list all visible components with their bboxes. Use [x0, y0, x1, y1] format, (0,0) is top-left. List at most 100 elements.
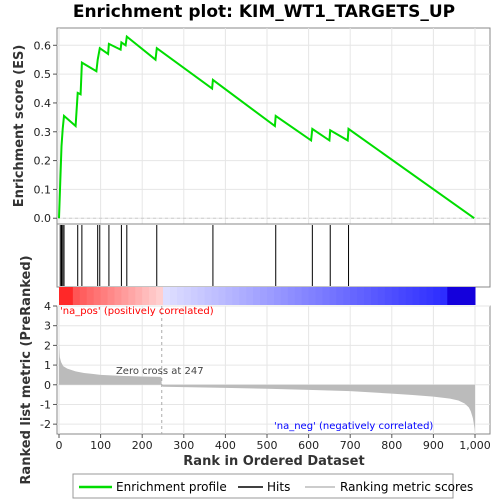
color-bar-segment: [301, 287, 310, 305]
metric-tick-label: 1: [44, 359, 51, 372]
pos-correlated-label: 'na_pos' (positively correlated): [60, 306, 214, 317]
color-bar-segment: [322, 287, 330, 305]
es-tick-label: 0.5: [34, 68, 52, 81]
color-bar-segment: [329, 287, 337, 305]
color-bar-segment: [391, 287, 400, 305]
color-bar-segment: [79, 287, 88, 305]
x-tick-label: 500: [257, 439, 278, 452]
x-tick-label: 600: [298, 439, 319, 452]
color-bar-segment: [100, 287, 109, 305]
es-tick-label: 0.3: [34, 126, 52, 139]
chart-title: Enrichment plot: KIM_WT1_TARGETS_UP: [73, 2, 455, 22]
color-bar-segment: [343, 287, 351, 305]
metric-tick-label: 2: [44, 339, 51, 352]
legend-box: [72, 473, 454, 499]
color-bar-segment: [72, 287, 81, 305]
color-bar-segment: [350, 287, 358, 305]
legend-hits-label: Hits: [267, 480, 290, 494]
color-bar-segment: [176, 287, 185, 305]
metric-panel: [56, 305, 491, 435]
x-tick-label: 900: [423, 439, 444, 452]
color-bar-segment: [454, 287, 462, 305]
color-bar-segment: [225, 287, 233, 305]
x-tick-label: 0: [56, 439, 63, 452]
metric-tick-label: -1: [40, 398, 51, 411]
metric-tick-label: 0: [44, 379, 51, 392]
color-bar-segment: [183, 287, 192, 305]
zero-cross-label: Zero cross at 247: [116, 366, 204, 377]
x-tick-label: 800: [381, 439, 402, 452]
color-bar-segment: [273, 287, 282, 305]
color-bar-segment: [239, 287, 247, 305]
color-bar-segment: [468, 287, 476, 305]
color-bar-segment: [377, 287, 386, 305]
color-bar-segment: [384, 287, 393, 305]
color-bar-segment: [197, 287, 206, 305]
color-bar-segment: [169, 287, 178, 305]
es-grid: [57, 28, 490, 224]
color-bar-segment: [294, 287, 303, 305]
color-bar-segment: [246, 287, 254, 305]
es-tick-label: 0.0: [34, 212, 52, 225]
x-tick-label: 300: [173, 439, 194, 452]
legend-enrichment-label: Enrichment profile: [116, 480, 227, 494]
neg-correlated-label: 'na_neg' (negatively correlated): [274, 421, 433, 432]
color-bar-segment: [315, 287, 323, 305]
color-bar-segment: [357, 287, 365, 305]
color-bar-segment: [114, 287, 122, 305]
es-tick-label: 0.4: [34, 97, 52, 110]
color-bar-segment: [433, 287, 441, 305]
color-bar-segment: [107, 287, 115, 305]
color-bar-segment: [336, 287, 344, 305]
x-tick-label: 100: [90, 439, 111, 452]
color-bar-segment: [149, 287, 157, 305]
color-bar-segment: [260, 287, 268, 305]
x-tick-label: 400: [215, 439, 236, 452]
x-axis-title: Rank in Ordered Dataset: [183, 454, 364, 469]
es-axis-title: Enrichment score (ES): [12, 45, 27, 208]
color-bar-segment: [419, 287, 427, 305]
color-bar-segment: [121, 287, 129, 305]
x-axis: 0 100 200 300 400 500 600 700 800 900 1,000: [56, 434, 491, 452]
color-bar-segment: [287, 287, 296, 305]
color-bar-segment: [59, 287, 67, 305]
color-bar-segment: [128, 287, 136, 305]
color-bar-segment: [65, 287, 74, 305]
metric-y-axis: -2 -1 0 1 2 3 4: [40, 300, 57, 431]
hits-panel: [56, 223, 491, 288]
metric-tick-label: 4: [44, 300, 51, 313]
color-bar-segment: [461, 287, 469, 305]
metric-tick-label: -2: [40, 418, 51, 431]
hits-marks: [59, 225, 350, 286]
metric-tick-label: 3: [44, 320, 51, 333]
color-bar-segment: [253, 287, 261, 305]
es-tick-label: 0.2: [34, 155, 52, 168]
color-bar-segment: [156, 287, 164, 305]
color-bar-segment: [93, 287, 102, 305]
color-bar-segment: [267, 287, 275, 305]
color-bar-segment: [163, 287, 171, 305]
color-bar-segment: [405, 287, 414, 305]
es-tick-label: 0.6: [34, 39, 52, 52]
color-bar-segment: [447, 287, 455, 305]
color-bar-segment: [142, 287, 150, 305]
rank-color-bar: [59, 287, 476, 305]
color-bar-segment: [86, 287, 95, 305]
color-bar-segment: [190, 287, 199, 305]
color-bar-segment: [440, 287, 448, 305]
x-tick-label: 1,000: [459, 439, 491, 452]
color-bar-segment: [398, 287, 407, 305]
color-bar-segment: [280, 287, 289, 305]
color-bar-segment: [364, 287, 372, 305]
color-bar-segment: [211, 287, 219, 305]
es-y-axis: 0.0 0.1 0.2 0.3 0.4 0.5 0.6: [34, 39, 57, 225]
x-tick-label: 200: [132, 439, 153, 452]
legend-metric-label: Ranking metric scores: [340, 480, 473, 494]
enrichment-profile-line: [58, 34, 475, 220]
color-bar-segment: [426, 287, 434, 305]
es-tick-label: 0.1: [34, 183, 52, 196]
color-bar-segment: [308, 287, 317, 305]
color-bar-segment: [135, 287, 143, 305]
x-tick-label: 700: [340, 439, 361, 452]
